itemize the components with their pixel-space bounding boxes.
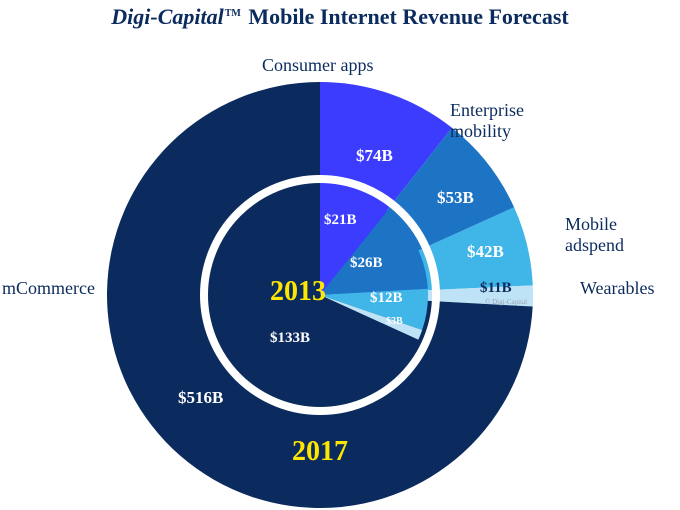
inner-val-wearables: $3B	[386, 316, 403, 327]
year-inner: 2013	[270, 276, 326, 308]
inner-val-enterprise: $26B	[350, 255, 383, 272]
outer-val-wearables: $11B	[480, 280, 512, 297]
year-outer: 2017	[292, 436, 348, 468]
inner-val-mcommerce: $133B	[270, 330, 310, 347]
inner-val-adspend: $12B	[370, 290, 403, 307]
copyright-attrib: © Digi-Capital	[485, 298, 527, 306]
cat-label-mcommerce: mCommerce	[2, 278, 95, 299]
outer-val-consumer: $74B	[356, 146, 393, 166]
outer-val-enterprise: $53B	[437, 188, 474, 208]
inner-val-consumer: $21B	[324, 212, 357, 229]
cat-label-wearables: Wearables	[580, 278, 655, 299]
cat-label-enterprise-mobility: Enterprise mobility	[450, 100, 524, 141]
cat-label-mobile-adspend: Mobile adspend	[565, 214, 624, 255]
outer-val-mcommerce: $516B	[178, 388, 223, 408]
outer-val-adspend: $42B	[467, 242, 504, 262]
cat-label-consumer-apps: Consumer apps	[262, 55, 374, 76]
chart-stage: Digi-CapitalTM Mobile Internet Revenue F…	[0, 0, 680, 510]
